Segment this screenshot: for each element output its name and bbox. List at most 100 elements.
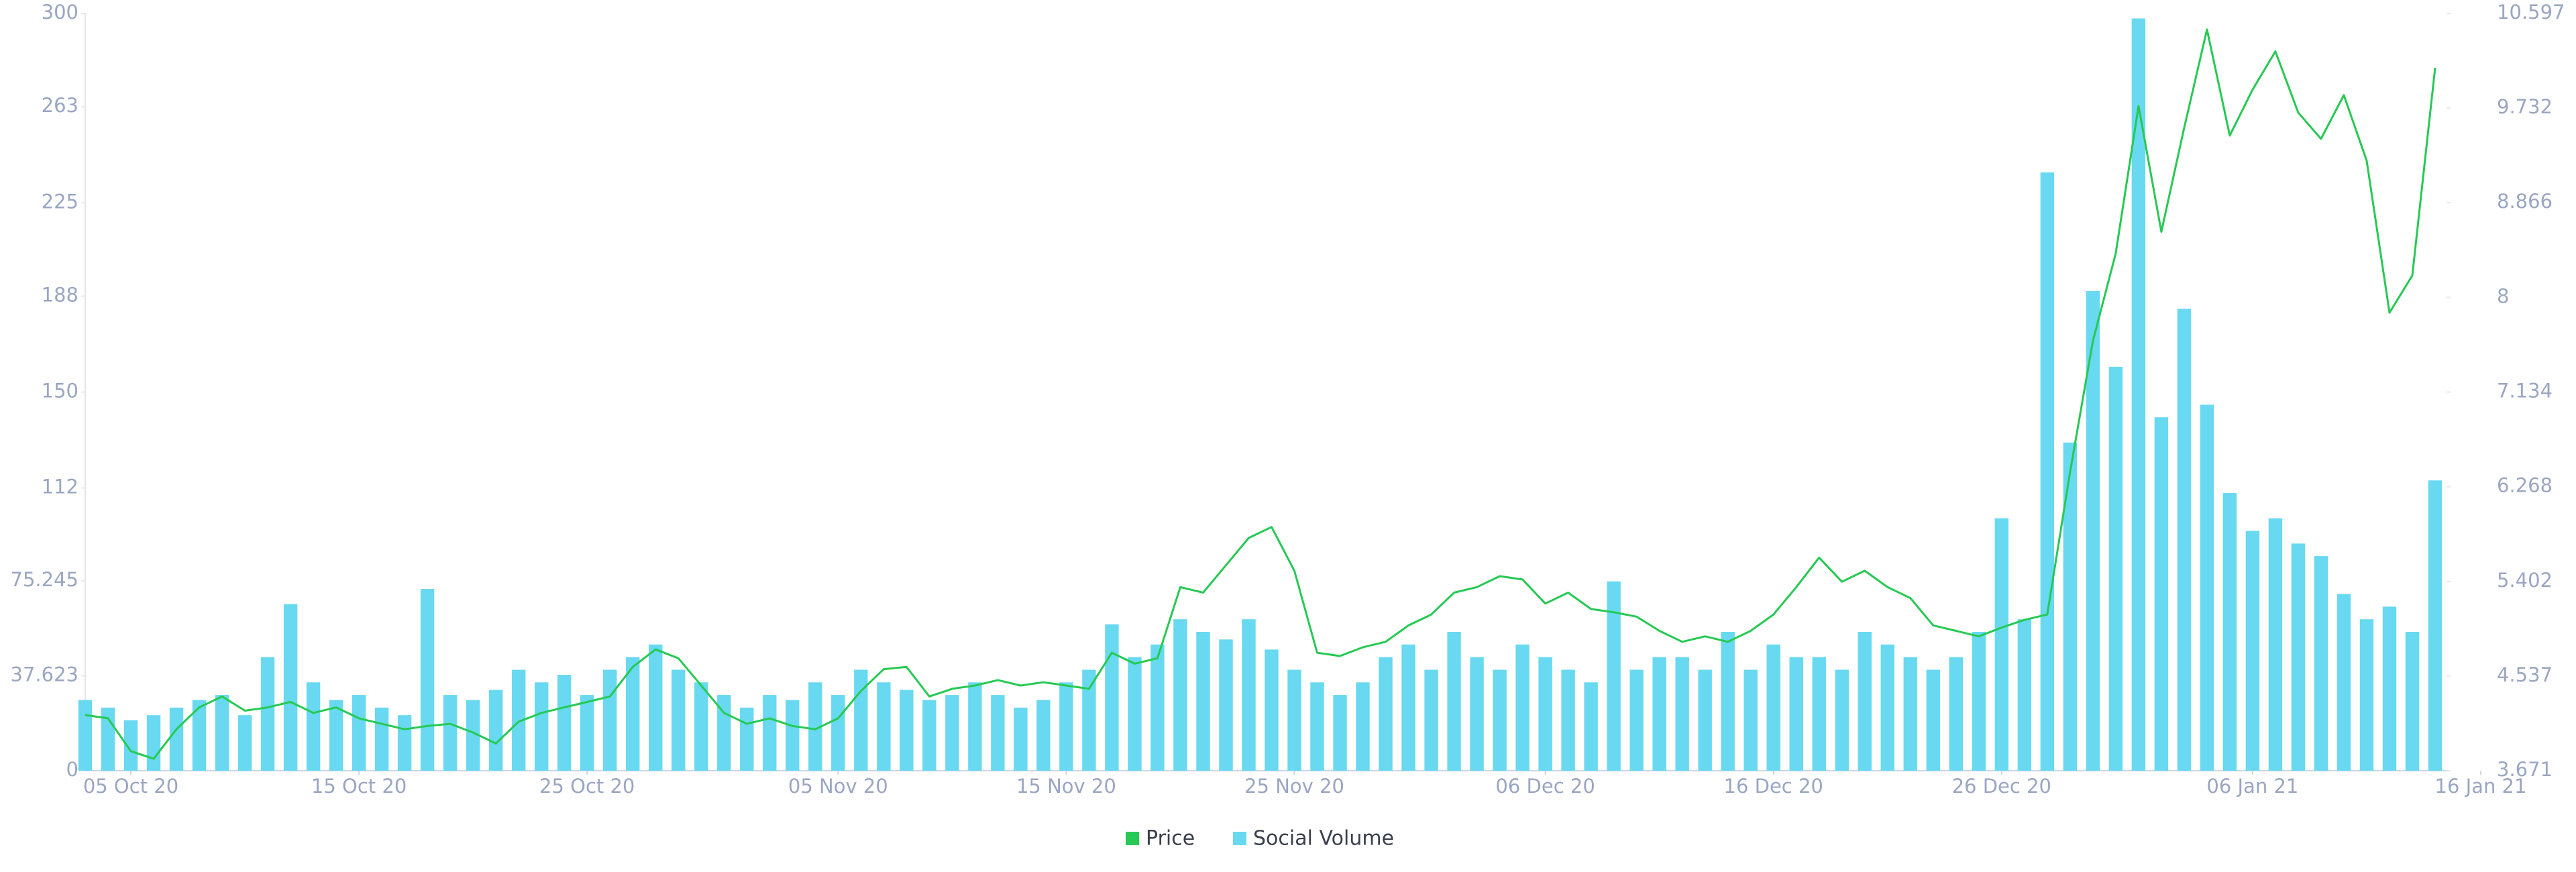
bar <box>1082 669 1096 771</box>
bar <box>1538 657 1552 771</box>
y-tick-label: 150 <box>42 380 78 402</box>
y-tick-label: 300 <box>42 1 78 23</box>
bar <box>1812 657 1826 771</box>
bar <box>237 715 252 771</box>
bar <box>215 695 229 771</box>
x-tick-label: 16 Dec 20 <box>1724 775 1823 798</box>
bar <box>1561 669 1575 771</box>
bar <box>123 720 138 771</box>
bar <box>1128 657 1142 771</box>
x-tick-label: 15 Nov 20 <box>1016 775 1116 798</box>
x-tick-label: 05 Nov 20 <box>788 775 888 798</box>
y2-tick-label: 8.866 <box>2497 190 2553 213</box>
bar <box>2245 531 2260 771</box>
bar <box>2359 619 2374 771</box>
bar <box>2291 543 2306 771</box>
legend-swatch <box>1126 832 1139 845</box>
bar <box>1379 657 1393 771</box>
bar <box>649 644 663 771</box>
bar <box>1629 669 1644 771</box>
x-tick-label: 15 Oct 20 <box>311 775 407 798</box>
bar <box>2086 290 2100 771</box>
bar <box>1196 632 1210 771</box>
bar <box>968 682 982 771</box>
bar <box>260 657 275 771</box>
bar <box>169 707 184 771</box>
bar <box>1447 632 1461 771</box>
bar <box>146 715 161 771</box>
bar <box>1607 581 1621 771</box>
bar <box>2428 480 2443 771</box>
bar <box>1493 669 1507 771</box>
legend-label: Social Volume <box>1253 827 1394 851</box>
price-line <box>85 28 2436 760</box>
bar <box>1858 632 1872 771</box>
y-tick-label: 188 <box>42 283 78 306</box>
bar <box>374 707 389 771</box>
bar <box>329 700 343 771</box>
bar <box>1721 632 1735 771</box>
legend-swatch <box>1233 832 1246 845</box>
bar <box>991 695 1005 771</box>
bar <box>1994 518 2009 771</box>
y-tick-label: 112 <box>42 476 78 498</box>
bar <box>2268 518 2283 771</box>
bar <box>2040 172 2055 771</box>
y-tick-label: 225 <box>42 190 78 213</box>
bar <box>1265 649 1279 771</box>
bar <box>1014 707 1028 771</box>
bar <box>557 674 572 771</box>
bar <box>672 669 686 771</box>
bar <box>511 669 526 771</box>
y2-tick-label: 6.268 <box>2497 474 2553 497</box>
bar <box>2177 309 2192 771</box>
bar <box>2108 366 2123 771</box>
bar <box>488 690 503 771</box>
x-tick-label: 26 Dec 20 <box>1952 775 2051 798</box>
x-tick-label: 25 Nov 20 <box>1244 775 1344 798</box>
bar <box>306 682 321 771</box>
bar <box>900 690 914 771</box>
bar <box>877 682 891 771</box>
bar <box>420 589 435 771</box>
bar <box>1926 669 1940 771</box>
bar <box>763 695 777 771</box>
bar <box>2063 442 2078 771</box>
bar <box>2405 632 2420 771</box>
bar <box>2314 556 2328 771</box>
y-tick-label: 0 <box>66 758 78 781</box>
bar <box>1470 657 1484 771</box>
y-tick-label: 75.245 <box>11 568 78 591</box>
bar <box>1903 657 1917 771</box>
bar <box>1173 619 1187 771</box>
bar <box>1105 624 1119 771</box>
bar <box>831 695 845 771</box>
bar <box>854 669 868 771</box>
bar <box>808 682 822 771</box>
x-tick-label: 05 Oct 20 <box>83 775 178 798</box>
bar <box>1584 682 1598 771</box>
bar <box>2222 493 2237 771</box>
y2-tick-label: 4.537 <box>2497 663 2553 686</box>
bar <box>740 707 754 771</box>
bar <box>2200 404 2214 771</box>
bar <box>283 604 298 771</box>
bar <box>922 700 936 771</box>
bar <box>1766 644 1780 771</box>
bar <box>2382 606 2397 771</box>
bar <box>466 700 480 771</box>
x-tick-label: 16 Jan 21 <box>2435 775 2527 798</box>
bar <box>786 700 800 771</box>
bar <box>1515 644 1529 771</box>
bar <box>1652 657 1666 771</box>
bar <box>1059 682 1073 771</box>
bar <box>1789 657 1803 771</box>
y-tick-label: 37.623 <box>11 663 78 686</box>
y-tick-label: 263 <box>42 94 78 117</box>
bar <box>694 682 708 771</box>
bar <box>78 700 93 771</box>
bar <box>1698 669 1712 771</box>
bar <box>397 715 412 771</box>
legend-label: Price <box>1146 827 1195 851</box>
